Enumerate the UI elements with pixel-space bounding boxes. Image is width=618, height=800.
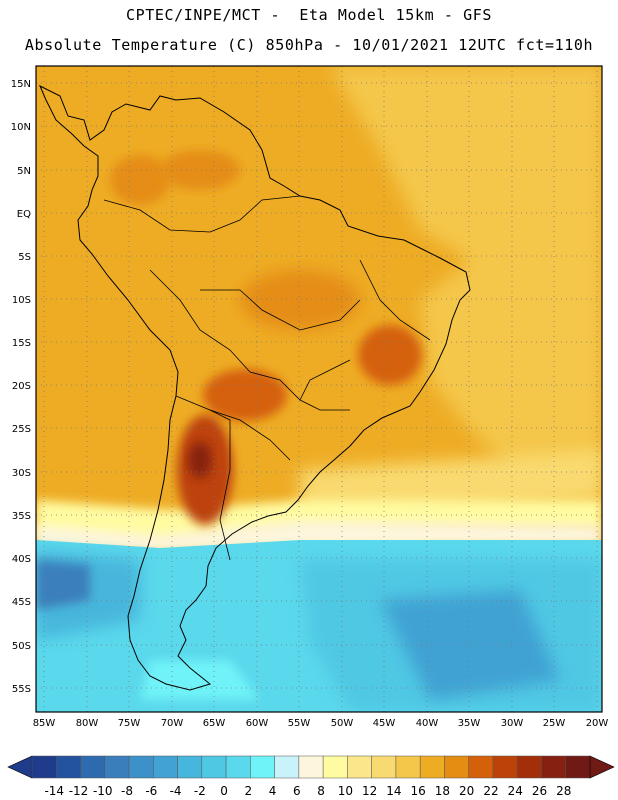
- colorbar-label: 2: [245, 784, 253, 798]
- colorbar-label: -10: [93, 784, 113, 798]
- colorbar-label: 6: [293, 784, 301, 798]
- longitude-axis: 85W 80W 75W 70W 65W 60W 55W 50W 45W 40W …: [33, 718, 609, 729]
- south-america-coastline: [39, 84, 471, 691]
- map-title-line-2: Absolute Temperature (C) 850hPa - 10/01/…: [24, 36, 594, 54]
- colorbar-cell: [298, 755, 324, 779]
- colorbar-cell: [468, 755, 494, 779]
- colorbar-cell: [516, 755, 542, 779]
- lat-label: 5S: [18, 252, 31, 263]
- colorbar-max-arrow: [589, 755, 615, 779]
- colorbar-cell: [371, 755, 397, 779]
- colorbar-label: 22: [483, 784, 498, 798]
- colorbar-cell: [128, 755, 154, 779]
- colorbar-label: -4: [170, 784, 182, 798]
- colorbar-cell: [419, 755, 445, 779]
- colorbar-label: 28: [556, 784, 571, 798]
- map-title-line-1: CPTEC/INPE/MCT - Eta Model 15km - GFS: [126, 6, 492, 24]
- lon-label: 75W: [118, 718, 141, 729]
- lat-label: 55S: [12, 684, 31, 695]
- colorbar-label: 0: [220, 784, 228, 798]
- lon-label: 40W: [416, 718, 439, 729]
- lon-label: 80W: [76, 718, 99, 729]
- colorbar-label: 16: [411, 784, 426, 798]
- colorbar-label: -6: [145, 784, 157, 798]
- lat-label: 30S: [12, 468, 31, 479]
- colorbar-cell: [395, 755, 421, 779]
- lon-label: 65W: [203, 718, 226, 729]
- lon-label: 20W: [586, 718, 609, 729]
- colorbar-cell: [201, 755, 227, 779]
- colorbar-label: 24: [508, 784, 523, 798]
- lon-label: 25W: [543, 718, 566, 729]
- lat-label: 50S: [12, 641, 31, 652]
- colorbar-label: 4: [269, 784, 277, 798]
- colorbar-min-arrow: [7, 755, 33, 779]
- lon-label: 70W: [161, 718, 184, 729]
- colorbar-cell: [31, 755, 57, 779]
- colorbar-cell: [492, 755, 518, 779]
- lat-label: EQ: [17, 209, 31, 220]
- colorbar: -14 -12 -10 -8 -6 -4 -2 0 2 4 6 8 10 12 14 16 18 20 22 24 26…: [7, 755, 615, 798]
- lon-label: 55W: [288, 718, 311, 729]
- lon-label: 30W: [501, 718, 524, 729]
- lat-label: 20S: [12, 381, 31, 392]
- colorbar-cell: [56, 755, 81, 779]
- lat-label: 15N: [11, 79, 31, 90]
- colorbar-label: -2: [194, 784, 206, 798]
- lat-label: 45S: [12, 597, 31, 608]
- map-frame: [35, 65, 603, 713]
- colorbar-label: -8: [121, 784, 133, 798]
- lon-label: 35W: [458, 718, 481, 729]
- colorbar-cell: [541, 755, 566, 779]
- lon-label: 45W: [373, 718, 396, 729]
- lat-label: 10N: [11, 122, 31, 133]
- lon-label: 85W: [33, 718, 56, 729]
- lat-label: 10S: [12, 295, 31, 306]
- colorbar-cell: [250, 755, 275, 779]
- colorbar-cell: [80, 755, 106, 779]
- colorbar-cell: [104, 755, 130, 779]
- colorbar-cell: [177, 755, 203, 779]
- colorbar-label: -14: [44, 784, 64, 798]
- latitude-axis: 15N 10N 5N EQ 5S 10S 15S 20S 25S 30S 35S…: [11, 79, 31, 695]
- colorbar-label: 26: [532, 784, 547, 798]
- lon-label: 50W: [331, 718, 354, 729]
- colorbar-label: 20: [459, 784, 474, 798]
- lat-label: 15S: [12, 338, 31, 349]
- colorbar-cell: [225, 755, 251, 779]
- colorbar-label: 14: [386, 784, 401, 798]
- colorbar-label: 8: [317, 784, 325, 798]
- colorbar-label: 10: [338, 784, 353, 798]
- colorbar-cell: [274, 755, 300, 779]
- lat-label: 5N: [17, 166, 31, 177]
- colorbar-label: -12: [69, 784, 89, 798]
- colorbar-label: 18: [435, 784, 450, 798]
- colorbar-cell: [322, 755, 348, 779]
- colorbar-label: 12: [362, 784, 377, 798]
- country-borders: [103, 195, 431, 561]
- temperature-field: [36, 66, 602, 712]
- colorbar-cell: [444, 755, 469, 779]
- lon-label: 60W: [246, 718, 269, 729]
- colorbar-cell: [153, 755, 178, 779]
- lat-label: 25S: [12, 424, 31, 435]
- colorbar-cell: [347, 755, 372, 779]
- lat-label: 40S: [12, 554, 31, 565]
- lat-label: 35S: [12, 511, 31, 522]
- colorbar-cell: [565, 755, 591, 779]
